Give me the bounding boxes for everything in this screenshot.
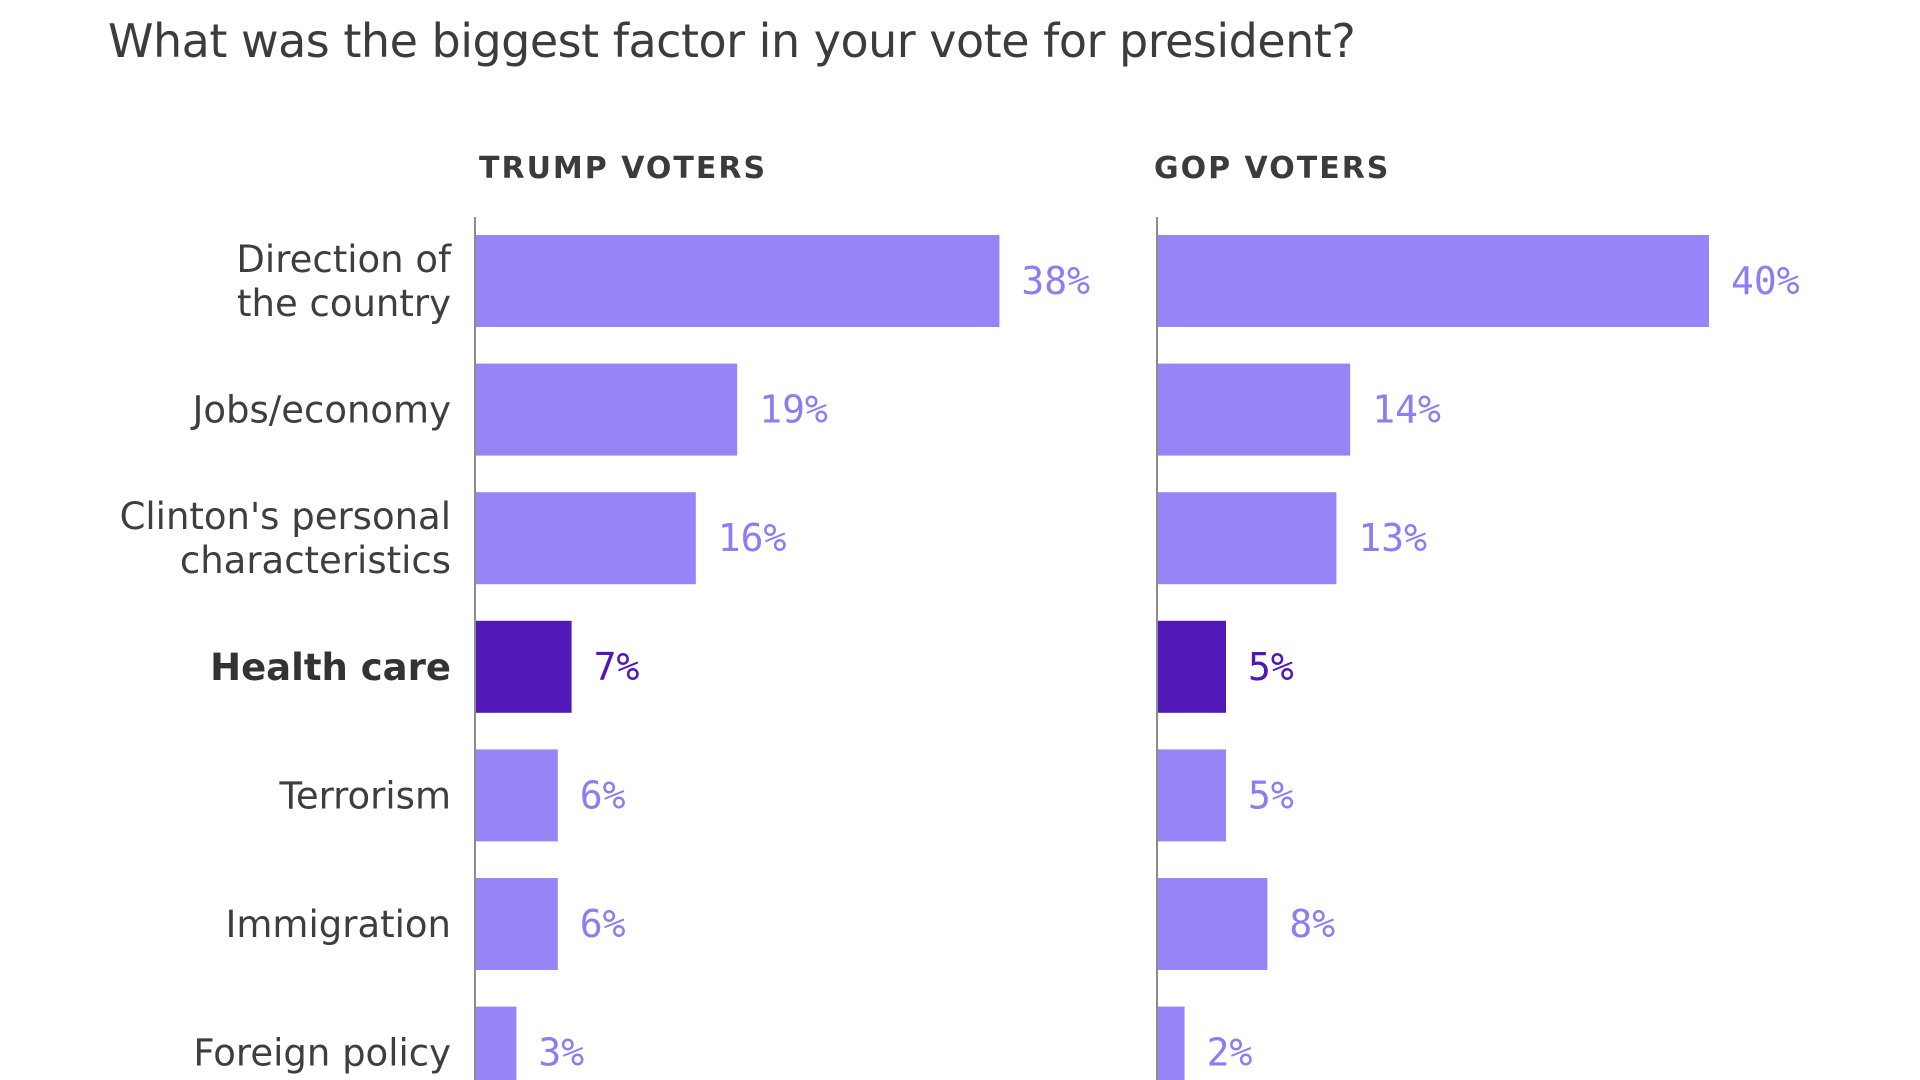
category-label-line: Direction of <box>236 238 452 281</box>
bar <box>1157 492 1337 585</box>
value-label: 13% <box>1358 516 1427 560</box>
category-label: Terrorism <box>279 774 452 817</box>
chart-title: What was the biggest factor in your vote… <box>108 14 1356 68</box>
category-label: Foreign policy <box>193 1032 451 1075</box>
category-label: Immigration <box>225 903 451 946</box>
value-label: 14% <box>1372 388 1441 432</box>
bar <box>475 363 738 456</box>
panel-gop-voters: GOP VOTERS 40% 14% 13% 5% 5% 8% 2% <box>1154 151 1800 1080</box>
value-label: 6% <box>580 902 626 946</box>
category-label: Health care <box>210 646 451 689</box>
value-label: 5% <box>1248 773 1294 817</box>
category-label-line: Health care <box>210 646 451 689</box>
value-label: 38% <box>1021 259 1090 303</box>
category-label-line: Terrorism <box>279 774 452 817</box>
bar <box>1157 749 1226 842</box>
bar <box>1157 363 1351 456</box>
value-label: 16% <box>718 516 787 560</box>
bar <box>475 1006 517 1080</box>
bar <box>1157 235 1709 327</box>
bar <box>475 878 558 970</box>
value-label: 40% <box>1731 259 1800 303</box>
bar <box>475 492 696 585</box>
bar <box>475 749 558 842</box>
category-label-line: Immigration <box>225 903 451 946</box>
bar <box>1157 878 1268 970</box>
panel-trump-voters: TRUMP VOTERS 38% 19% 16% 7% 6% 6% 3% <box>474 151 1090 1080</box>
value-label: 3% <box>538 1031 584 1075</box>
value-label: 7% <box>594 645 640 689</box>
category-label-line: Clinton's personal <box>120 495 451 538</box>
value-label: 5% <box>1248 645 1294 689</box>
panel-title: GOP VOTERS <box>1154 151 1390 186</box>
bar <box>1157 1006 1185 1080</box>
bar <box>1157 620 1226 713</box>
category-label-line: Foreign policy <box>193 1032 451 1075</box>
value-label: 2% <box>1207 1031 1253 1075</box>
panel-title: TRUMP VOTERS <box>479 151 767 186</box>
category-label: Jobs/economy <box>190 389 451 432</box>
category-label-line: the country <box>237 282 451 325</box>
bar <box>475 620 572 713</box>
value-label: 6% <box>580 773 626 817</box>
bar <box>475 235 1000 327</box>
category-label-line: characteristics <box>180 539 451 582</box>
category-label-line: Jobs/economy <box>190 389 451 432</box>
value-label: 19% <box>759 388 828 432</box>
value-label: 8% <box>1289 902 1335 946</box>
